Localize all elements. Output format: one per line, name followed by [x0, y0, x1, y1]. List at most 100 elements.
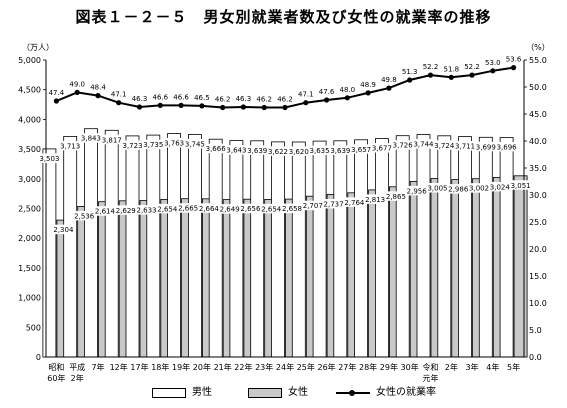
x-tick-label: 3年: [465, 362, 478, 372]
right-axis-tick-label: 40.0: [529, 137, 547, 146]
bar-label-men: 3,699: [476, 143, 496, 151]
bar-label-bg-women: [405, 185, 428, 196]
rate-point: [365, 90, 371, 96]
right-axis-tick-label: 30.0: [529, 191, 547, 200]
bar-men: [395, 135, 410, 358]
rate-label: 48.0: [340, 86, 356, 94]
bar-men: [291, 141, 306, 358]
rate-label: 46.3: [132, 95, 148, 103]
bar-label-bg-women: [177, 203, 200, 213]
bar-label-women: 2,707: [303, 202, 323, 210]
right-axis-tick-label: 25.0: [529, 218, 547, 227]
rate-point: [407, 77, 413, 83]
bar-label-bg-men: [412, 139, 435, 149]
x-tick-label: 18年: [151, 362, 169, 372]
bar-label-bg-women: [364, 194, 387, 204]
bar-label-men: 3,620: [289, 148, 309, 156]
x-tick-label: 17年: [130, 362, 148, 372]
legend-item-women: 女性: [248, 386, 308, 400]
bar-men: [250, 140, 265, 358]
x-tick-label: 5年: [507, 362, 520, 372]
bar-men: [458, 136, 472, 358]
rate-label: 46.2: [277, 96, 293, 104]
rate-point: [157, 102, 163, 108]
bar-men: [146, 134, 161, 358]
bar-label-bg-men: [267, 146, 289, 156]
rate-point: [303, 100, 309, 106]
rate-label: 48.9: [360, 81, 376, 89]
x-tick-label: 20年: [193, 362, 211, 372]
bar-label-men: 3,639: [247, 147, 267, 155]
rate-point: [199, 103, 205, 109]
bar-label-bg-men: [329, 145, 352, 155]
x-tick-label: 19年: [172, 362, 190, 372]
rate-label: 47.1: [111, 91, 127, 99]
rate-point: [344, 95, 350, 101]
bar-label-bg-men: [204, 143, 227, 154]
bar-men: [271, 141, 285, 358]
right-axis-tick-label: 45.0: [529, 110, 547, 119]
rate-point: [490, 68, 496, 74]
bar-label-women: 2,737: [324, 200, 344, 208]
x-tick-label: 2年: [445, 362, 458, 372]
bar-label-women: 3,005: [427, 185, 447, 193]
rate-label: 48.4: [90, 84, 106, 92]
bar-label-bg-men: [391, 140, 414, 150]
rate-label: 52.2: [464, 63, 480, 71]
rate-label: 46.6: [173, 93, 189, 101]
rate-point: [136, 104, 143, 110]
bar-label-bg-men: [246, 145, 269, 155]
bar-men: [416, 134, 431, 358]
rate-label: 46.3: [236, 95, 252, 103]
bar-label-bg-men: [121, 140, 144, 150]
bar-label-men: 3,696: [497, 143, 518, 151]
x-tick-label: 4年: [486, 362, 499, 372]
x-tick-label: 元年: [423, 373, 439, 383]
bar-label-women: 2,536: [74, 212, 95, 220]
bar-label-bg-men: [38, 153, 61, 163]
right-axis-tick-label: 5.0: [529, 326, 542, 335]
rate-point: [386, 85, 392, 91]
bar-label-bg-women: [384, 191, 407, 201]
right-axis-tick-label: 0.0: [529, 353, 542, 362]
left-axis-tick-label: 500: [26, 323, 41, 332]
bar-men: [312, 140, 327, 358]
bar-label-bg-women: [468, 183, 491, 193]
bar-label-women: 2,665: [178, 205, 198, 213]
bar-label-men: 3,643: [226, 147, 246, 155]
left-axis-tick-label: 0: [36, 353, 41, 362]
x-tick-label: 令和: [423, 362, 439, 372]
bar-label-men: 3,639: [330, 147, 350, 155]
bar-men: [84, 128, 98, 358]
bar-label-bg-men: [142, 139, 165, 150]
x-tick-label: 30年: [401, 362, 419, 372]
x-tick-label: 昭和: [48, 363, 64, 372]
rate-point: [220, 104, 226, 111]
rate-label: 46.2: [256, 96, 272, 104]
bar-men: [229, 140, 244, 358]
rate-label: 46.5: [194, 94, 210, 102]
bar-label-men: 3,843: [81, 135, 101, 143]
bar-label-women: 2,654: [261, 205, 282, 213]
bar-men: [499, 137, 514, 358]
rate-label: 53.6: [506, 56, 522, 64]
bar-label-men: 3,724: [434, 142, 455, 150]
bar-label-women: 2,649: [220, 206, 240, 214]
x-tick-label: 2年: [71, 373, 84, 383]
bar-label-women: 2,658: [282, 205, 302, 213]
rate-label: 46.6: [153, 93, 169, 101]
bar-label-bg-women: [52, 224, 75, 235]
x-tick-label: 29年: [380, 362, 398, 372]
right-axis-tick-label: 50.0: [529, 83, 547, 92]
rate-point: [282, 104, 288, 111]
bar-label-women: 2,956: [407, 187, 428, 195]
bar-label-bg-women: [73, 210, 96, 221]
bar-label-bg-men: [370, 143, 393, 153]
bar-label-bg-men: [225, 145, 248, 155]
bar-label-women: 3,051: [511, 182, 531, 190]
bar-label-bg-men: [433, 140, 456, 150]
bar-men: [187, 134, 202, 358]
right-axis-unit: （%）: [526, 43, 550, 52]
bar-label-women: 2,654: [157, 205, 178, 213]
bar-label-bg-women: [93, 206, 116, 216]
